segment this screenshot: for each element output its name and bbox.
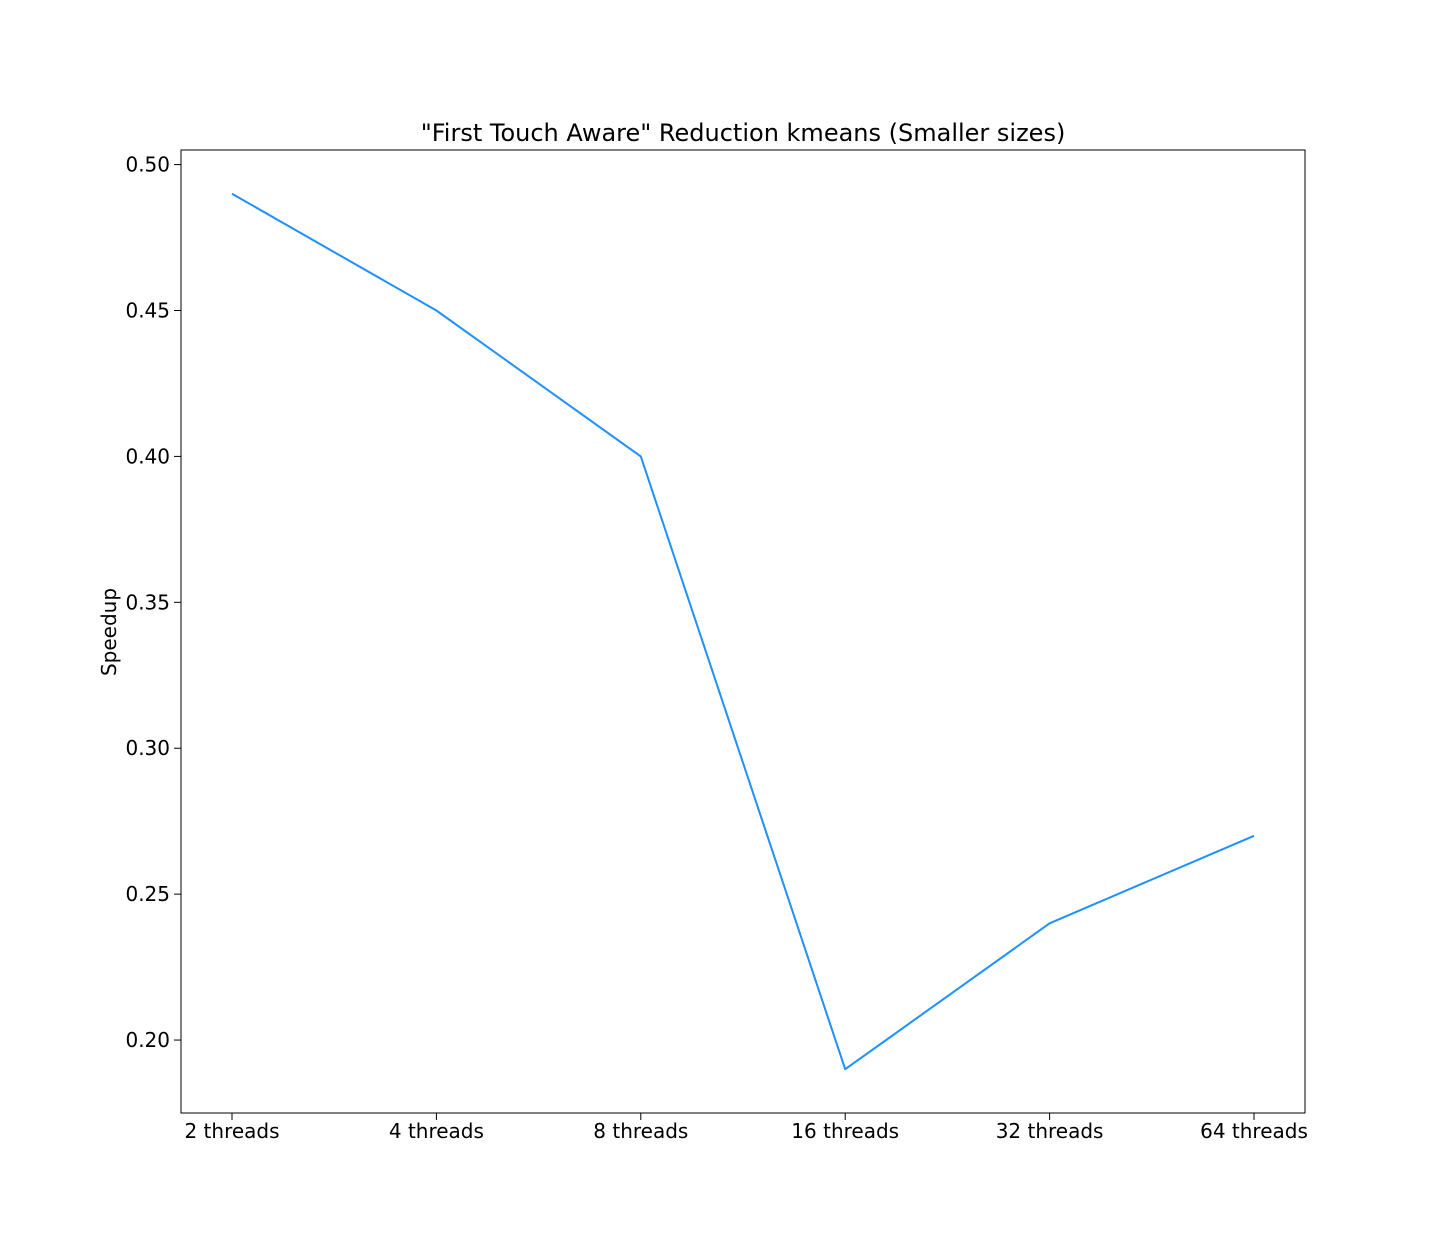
y-tick-label-0: 0.20 <box>125 1028 170 1052</box>
x-tick-label-3: 16 threads <box>791 1119 899 1143</box>
x-tick-label-5: 64 threads <box>1200 1119 1308 1143</box>
x-tick-label-4: 32 threads <box>996 1119 1104 1143</box>
x-tick-label-2: 8 threads <box>593 1119 688 1143</box>
y-axis-label: Speedup <box>97 588 121 676</box>
y-tick-label-5: 0.45 <box>125 299 170 323</box>
y-tick-label-1: 0.25 <box>125 882 170 906</box>
y-tick-label-4: 0.40 <box>125 444 170 468</box>
x-tick-label-1: 4 threads <box>389 1119 484 1143</box>
y-tick-label-2: 0.30 <box>125 736 170 760</box>
plot-area: 0.20 0.25 0.30 0.35 0.40 0.45 0.50 2 threads 4 t… <box>125 149 1308 1143</box>
plot-frame <box>180 149 1306 1114</box>
series-line-0 <box>231 192 1255 1071</box>
y-tick-label-6: 0.50 <box>125 153 170 177</box>
x-tick-label-0: 2 threads <box>184 1119 279 1143</box>
chart-title: "First Touch Aware" Reduction kmeans (Sm… <box>421 119 1066 147</box>
y-tick-label-3: 0.35 <box>125 590 170 614</box>
